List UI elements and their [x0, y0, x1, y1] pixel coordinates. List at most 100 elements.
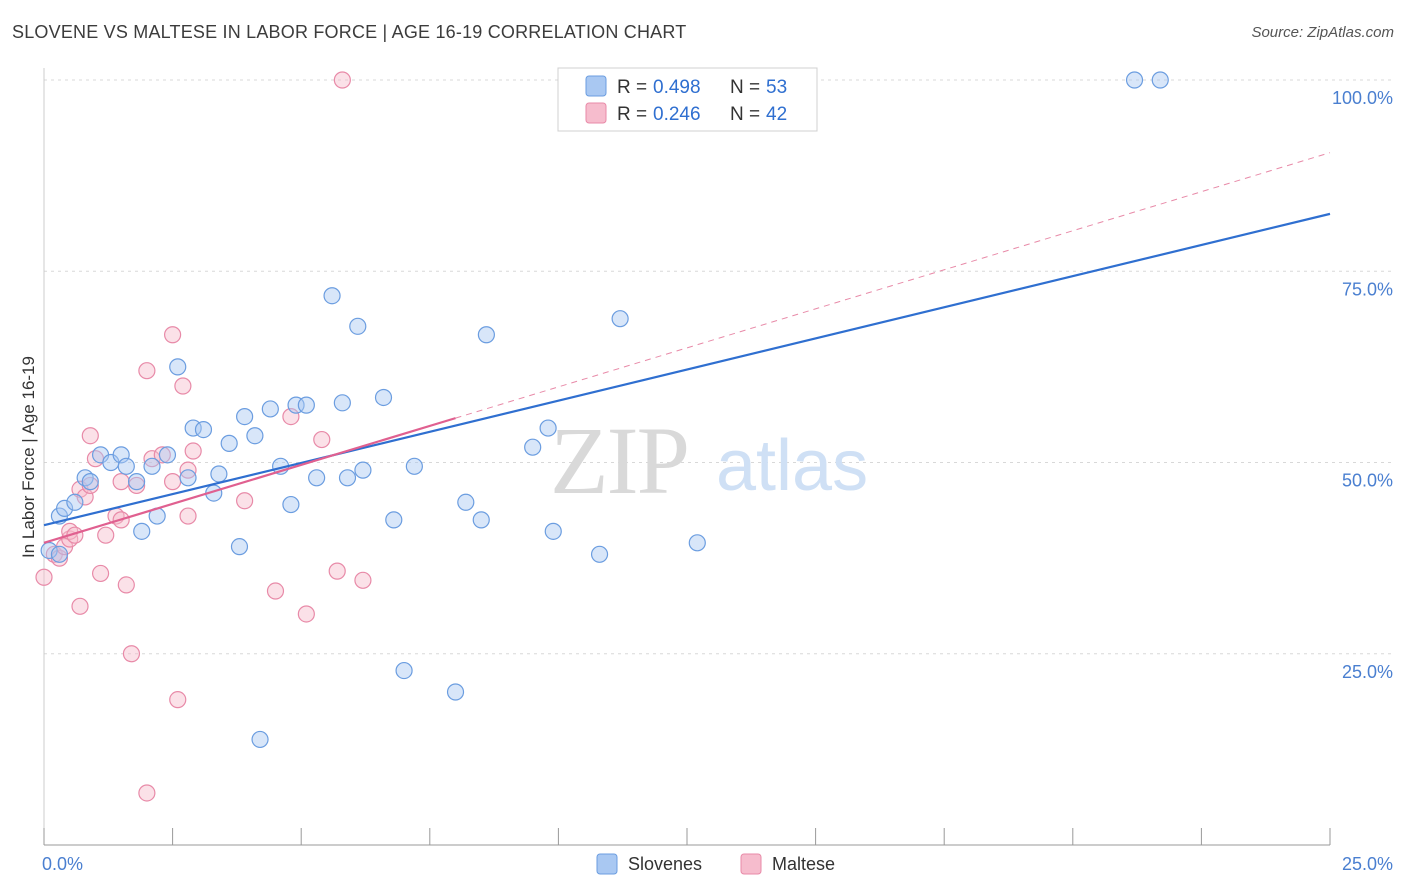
maltese-point: [164, 326, 182, 344]
maltese-point: [117, 576, 135, 594]
slovenes-trend-line: [43, 212, 1331, 527]
legend-n-value-slovenes: 53: [766, 77, 787, 98]
legend-n-label-maltese: N =: [730, 104, 760, 125]
slovenes-point: [374, 388, 393, 407]
bottom-legend-label-maltese: Maltese: [772, 854, 835, 874]
legend-r-label-maltese: R =: [617, 104, 647, 125]
source-label: Source: ZipAtlas.com: [1251, 24, 1394, 41]
maltese-point: [266, 582, 285, 600]
slovenes-point: [308, 469, 326, 487]
maltese-trend-line: [43, 417, 456, 544]
slovenes-point: [220, 434, 238, 452]
slovenes-point: [333, 394, 351, 412]
slovenes-point: [524, 438, 542, 456]
slovenes-point: [688, 534, 706, 552]
slovenes-point: [133, 522, 151, 540]
maltese-point: [164, 473, 182, 491]
slovenes-point: [395, 661, 413, 680]
slovenes-point: [590, 545, 609, 563]
y-tick-label: 100.0%: [1332, 88, 1393, 108]
maltese-point: [122, 645, 141, 663]
slovenes-point: [297, 396, 315, 414]
slovenes-point: [477, 326, 495, 344]
series-legend: Slovenes Maltese: [596, 853, 835, 875]
maltese-point: [328, 562, 346, 580]
slovenes-point: [179, 469, 197, 487]
x-tick-label-min: 0.0%: [42, 854, 83, 874]
maltese-point: [153, 446, 171, 464]
maltese-point: [138, 784, 156, 802]
maltese-point: [138, 362, 156, 380]
slovenes-point: [81, 473, 99, 491]
slovenes-point: [230, 538, 249, 556]
x-tick-label-max: 25.0%: [1342, 854, 1393, 874]
maltese-point: [184, 442, 202, 460]
slovenes-point: [55, 499, 74, 517]
slovenes-point: [127, 473, 146, 491]
slovenes-point: [1151, 71, 1169, 89]
y-tick-label: 50.0%: [1342, 471, 1393, 491]
maltese-trend-extension: [455, 152, 1331, 419]
slovenes-point: [194, 421, 213, 439]
slovenes-point: [354, 461, 372, 479]
maltese-point: [97, 526, 115, 544]
slovenes-point: [349, 317, 367, 335]
slovenes-point: [446, 683, 465, 701]
gridlines: [44, 79, 1392, 655]
bottom-legend-swatch-maltese: [740, 853, 762, 875]
slovenes-point: [544, 522, 562, 540]
legend-n-value-maltese: 42: [766, 104, 787, 125]
y-axis-label: In Labor Force | Age 16-19: [19, 356, 38, 558]
slovenes-point: [210, 465, 228, 483]
slovenes-point: [282, 495, 300, 514]
slovenes-point: [539, 419, 557, 437]
slovenes-point: [261, 400, 279, 418]
maltese-point: [91, 564, 110, 583]
slovenes-point: [246, 427, 264, 445]
y-tick-labels: 25.0% 50.0% 75.0% 100.0%: [1332, 88, 1393, 682]
x-tick-marks: [43, 828, 1331, 845]
maltese-point: [169, 691, 187, 709]
slovenes-point: [40, 541, 58, 560]
slovenes-point: [1125, 71, 1144, 89]
slovenes-point: [385, 511, 403, 529]
maltese-point: [35, 568, 53, 586]
maltese-point: [174, 377, 192, 395]
slovenes-point: [338, 469, 357, 487]
legend-r-value-maltese: 0.246: [653, 104, 701, 125]
maltese-point: [179, 507, 197, 525]
legend-r-value-slovenes: 0.498: [653, 77, 701, 98]
maltese-point: [127, 476, 146, 495]
slovenes-point: [158, 446, 177, 464]
y-tick-label: 25.0%: [1342, 662, 1393, 682]
watermark-zip: ZIP: [550, 407, 688, 514]
slovenes-point: [472, 511, 490, 529]
legend-swatch-slovenes: [585, 75, 607, 97]
legend-n-label-slovenes: N =: [730, 77, 760, 98]
bottom-legend-label-slovenes: Slovenes: [628, 854, 702, 874]
maltese-point: [236, 492, 254, 510]
maltese-point: [71, 597, 89, 615]
maltese-point: [297, 605, 315, 623]
bottom-legend-swatch-slovenes: [596, 853, 618, 875]
maltese-point: [81, 427, 99, 445]
legend-r-label-slovenes: R =: [617, 77, 647, 98]
maltese-point: [354, 571, 372, 589]
slovenes-point: [457, 493, 475, 511]
slovenes-point: [251, 730, 269, 749]
maltese-point: [313, 430, 331, 449]
maltese-point: [112, 473, 130, 491]
slovenes-point: [143, 457, 161, 475]
slovenes-point: [236, 408, 254, 426]
slovenes-point: [117, 457, 135, 475]
slovenes-point: [611, 310, 629, 328]
maltese-point: [333, 71, 351, 89]
slovenes-point: [50, 545, 69, 563]
slovenes-point: [66, 493, 84, 511]
correlation-legend: R = 0.498 N = 53 R = 0.246 N = 42: [557, 67, 818, 132]
slovenes-point: [323, 287, 341, 305]
slovenes-point: [405, 457, 423, 475]
y-tick-label: 75.0%: [1342, 279, 1393, 299]
chart-title: SLOVENE VS MALTESE IN LABOR FORCE | AGE …: [12, 22, 687, 42]
